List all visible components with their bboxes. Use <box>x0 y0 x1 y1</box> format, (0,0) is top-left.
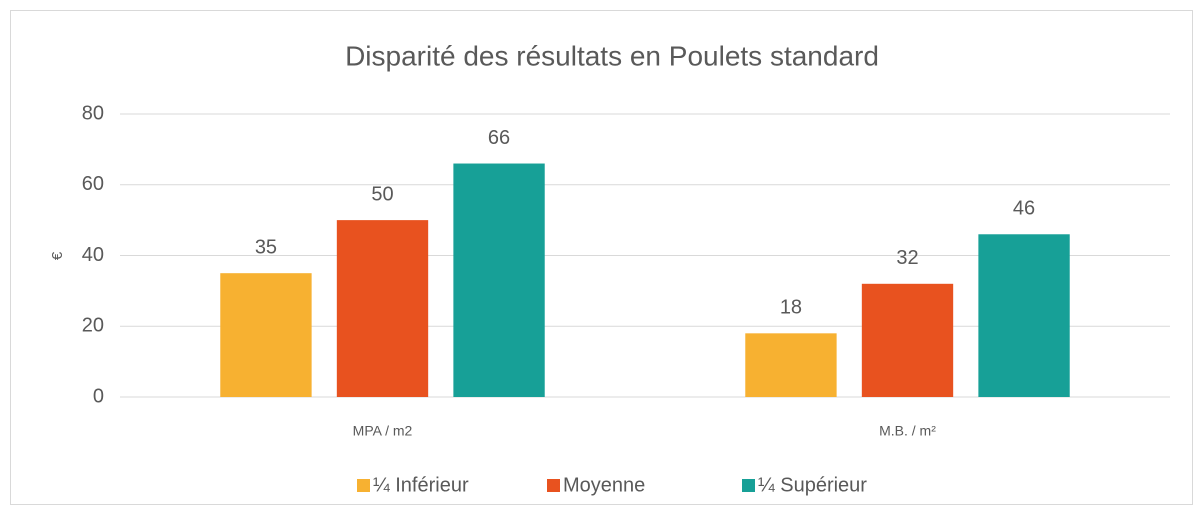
legend-label: ¼ Inférieur <box>373 474 469 496</box>
data-label: 35 <box>255 236 277 258</box>
data-label: 18 <box>780 297 802 319</box>
bar <box>861 283 954 397</box>
y-tick-label: 40 <box>82 244 104 266</box>
y-tick-label: 80 <box>82 102 104 124</box>
data-label: 32 <box>896 247 918 269</box>
y-tick-label: 60 <box>82 173 104 195</box>
legend-swatch <box>742 479 755 492</box>
bar <box>453 163 545 397</box>
data-label: 46 <box>1013 198 1035 220</box>
legend-swatch <box>357 479 370 492</box>
bar <box>978 234 1070 397</box>
x-tick-label: M.B. / m² <box>879 423 936 439</box>
legend-swatch <box>547 479 560 492</box>
bar <box>336 220 429 397</box>
data-label: 66 <box>488 127 510 149</box>
data-label: 50 <box>371 183 393 205</box>
bar <box>220 273 312 397</box>
legend-label: ¼ Supérieur <box>758 474 867 496</box>
bar <box>745 333 837 397</box>
y-tick-label: 20 <box>82 315 104 337</box>
y-tick-label: 0 <box>93 385 104 407</box>
legend-label: Moyenne <box>563 474 645 496</box>
x-tick-label: MPA / m2 <box>353 423 413 439</box>
y-axis-label: € <box>49 251 66 260</box>
chart-title: Disparité des résultats en Poulets stand… <box>345 40 879 71</box>
